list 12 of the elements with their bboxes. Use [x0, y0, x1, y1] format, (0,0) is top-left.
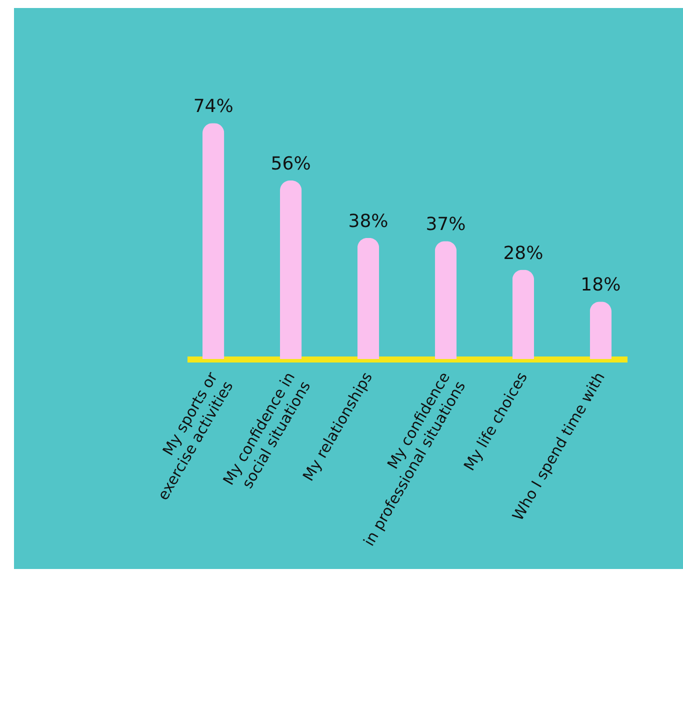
data-label: 18%: [580, 274, 621, 296]
bar: [280, 180, 302, 359]
data-label: 56%: [270, 154, 311, 174]
bar: [434, 241, 457, 359]
data-label: 74%: [193, 96, 234, 118]
bar: [202, 123, 224, 359]
bar: [357, 238, 380, 359]
data-label: 37%: [426, 214, 466, 236]
bar: [590, 302, 612, 359]
data-label: 28%: [503, 242, 544, 264]
bar: [512, 270, 534, 359]
data-label: 38%: [348, 210, 388, 232]
